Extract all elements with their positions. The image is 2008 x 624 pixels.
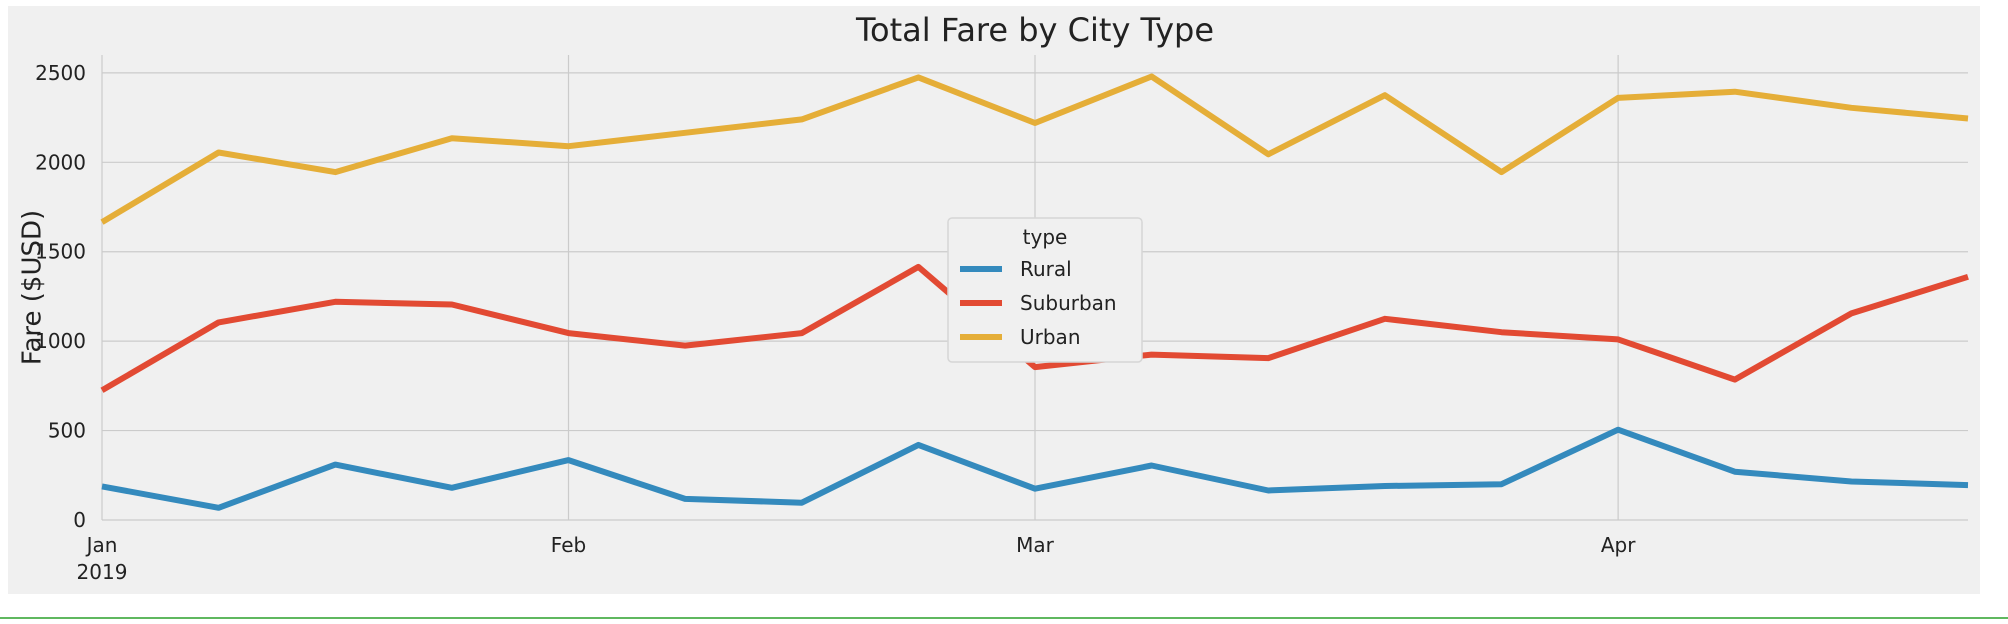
y-tick-label: 2500 <box>35 61 86 85</box>
x-tick-label: Apr <box>1601 533 1636 557</box>
legend-box <box>947 217 1143 363</box>
series-lines <box>100 73 1969 511</box>
series-line-rural <box>101 426 1969 511</box>
legend-label-rural: Rural <box>1020 257 1072 281</box>
y-tick-labels: 0 500 1000 1500 2000 2500 <box>35 61 86 532</box>
series-line-suburban <box>100 263 1969 393</box>
x-tick-labels: Jan 2019 Feb Mar Apr <box>77 533 1637 584</box>
x-tick-label: Jan <box>85 533 118 557</box>
legend-label-suburban: Suburban <box>1020 291 1117 315</box>
series-line-urban <box>100 73 1969 225</box>
y-tick-label: 500 <box>48 419 86 443</box>
y-axis-label: Fare ($USD) <box>18 210 48 365</box>
legend-label-urban: Urban <box>1020 325 1081 349</box>
y-tick-label: 1500 <box>35 240 86 264</box>
y-tick-label: 0 <box>73 508 86 532</box>
x-tick-label: Feb <box>551 533 586 557</box>
legend-title: type <box>1023 225 1068 249</box>
x-tick-sublabel: 2019 <box>77 560 128 584</box>
y-tick-label: 2000 <box>35 150 86 174</box>
chart-title: Total Fare by City Type <box>855 11 1214 49</box>
y-tick-label: 1000 <box>35 329 86 353</box>
legend: type Rural Suburban Urban <box>947 217 1143 363</box>
x-tick-label: Mar <box>1016 533 1055 557</box>
